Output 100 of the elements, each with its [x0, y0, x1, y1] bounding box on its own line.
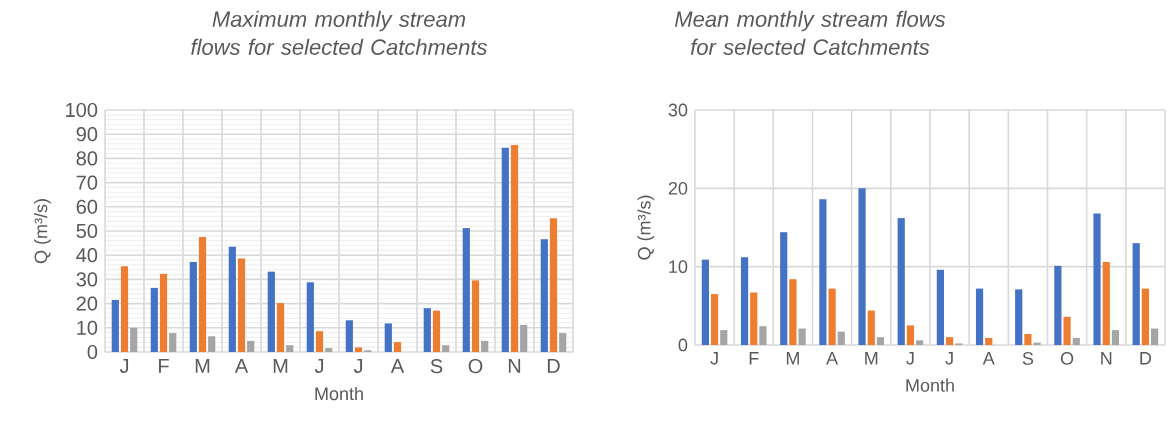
bar — [354, 347, 363, 352]
x-tick-label: A — [234, 359, 249, 373]
bar — [750, 292, 758, 345]
bar — [540, 239, 548, 352]
bar — [237, 258, 246, 352]
y-tick-label: 20 — [668, 181, 688, 195]
bar — [510, 145, 519, 352]
bar — [710, 294, 719, 345]
bar — [228, 246, 236, 352]
bar — [315, 331, 324, 352]
x-tick-label: A — [826, 352, 839, 365]
x-tick-label: F — [159, 359, 169, 373]
bar — [501, 147, 509, 352]
bar — [759, 326, 767, 345]
y-tick-label: 40 — [76, 248, 98, 263]
bar — [1102, 261, 1110, 345]
x-tick-label: A — [390, 359, 405, 373]
bar — [876, 337, 885, 345]
bar — [1015, 289, 1023, 345]
x-tick-label: M — [273, 359, 288, 373]
bar — [189, 261, 197, 352]
bar — [1132, 243, 1140, 345]
bar — [559, 333, 567, 352]
y-tick-label: 10 — [669, 260, 688, 274]
bar — [208, 336, 216, 352]
bar — [945, 337, 954, 345]
bar — [906, 325, 915, 345]
x-tick-label: N — [1101, 352, 1112, 365]
chart-title: Mean monthly stream flows for selected Catchments — [674, 10, 946, 55]
bar — [286, 345, 294, 352]
bar — [1063, 316, 1071, 345]
bar — [306, 282, 314, 352]
bar — [150, 287, 158, 352]
y-axis-title: Q (m³/s) — [34, 199, 51, 264]
bar — [325, 348, 333, 352]
bar — [267, 271, 275, 352]
bar — [462, 228, 470, 352]
bar — [916, 340, 924, 345]
bar — [159, 273, 168, 352]
bar — [198, 237, 207, 352]
y-tick-label: 30 — [76, 272, 98, 287]
bar — [384, 323, 392, 352]
x-tick-label: O — [1060, 352, 1074, 365]
bar — [111, 299, 119, 352]
y-tick-label: 80 — [76, 151, 98, 166]
y-tick-label: 100 — [66, 102, 98, 118]
x-axis-title: Month — [315, 386, 363, 401]
y-axis-title: Q (m³/s) — [637, 195, 655, 260]
bar — [789, 279, 797, 345]
bar — [520, 324, 528, 352]
bar — [720, 330, 728, 345]
x-tick-label: J — [314, 359, 324, 373]
x-tick-label: J — [353, 359, 363, 373]
x-tick-label: A — [982, 352, 995, 365]
bar — [120, 266, 129, 352]
x-tick-label: J — [710, 352, 718, 365]
y-tick-label: 70 — [76, 175, 98, 190]
bar — [701, 259, 709, 345]
bar — [432, 310, 441, 352]
bar — [780, 232, 788, 345]
x-tick-label: N — [508, 359, 521, 373]
bar — [798, 328, 806, 345]
y-tick-label: 20 — [76, 296, 98, 311]
x-tick-label: S — [430, 359, 443, 374]
bar — [471, 280, 480, 352]
bar — [549, 218, 558, 352]
x-tick-label: D — [1140, 352, 1152, 365]
bar — [247, 340, 255, 352]
x-tick-label: D — [547, 359, 560, 373]
bar — [130, 327, 138, 352]
x-tick-label: M — [195, 359, 210, 373]
y-tick-label: 0 — [678, 338, 688, 352]
bar — [1024, 334, 1032, 345]
bar — [867, 310, 875, 345]
bar — [169, 333, 177, 352]
bar — [393, 342, 402, 352]
y-tick-label: 50 — [76, 223, 98, 239]
x-tick-label: M — [786, 352, 799, 365]
bar — [740, 257, 749, 345]
y-tick-label: 60 — [76, 199, 98, 214]
bar — [345, 320, 353, 352]
bar — [1072, 337, 1080, 345]
y-tick-label: 10 — [77, 320, 98, 335]
y-tick-label: 30 — [668, 103, 688, 117]
bar — [936, 269, 944, 345]
bar — [276, 303, 285, 352]
x-tick-label: J — [945, 352, 953, 365]
bar — [837, 331, 845, 345]
bar — [481, 340, 489, 352]
bar — [975, 288, 984, 345]
bar — [1093, 213, 1101, 345]
bar — [423, 308, 431, 352]
x-tick-label: O — [468, 359, 483, 374]
y-tick-label: 0 — [87, 344, 98, 360]
bar — [828, 288, 836, 345]
bar — [858, 188, 866, 345]
bar — [1111, 330, 1120, 345]
bar — [897, 218, 905, 345]
chart-title: Maximum monthly stream flows for selected Catchments — [191, 10, 488, 55]
bar — [985, 337, 993, 345]
